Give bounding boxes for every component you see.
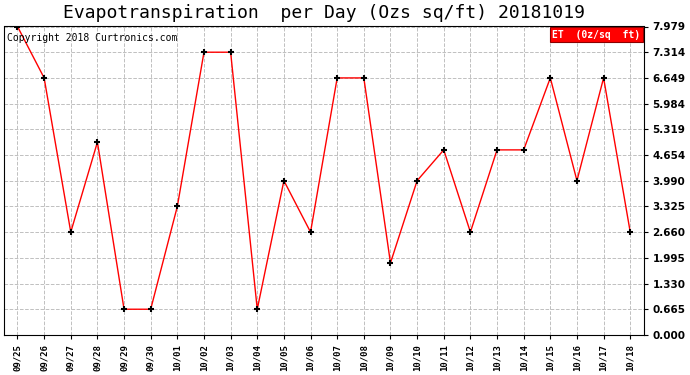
Text: Copyright 2018 Curtronics.com: Copyright 2018 Curtronics.com: [8, 33, 178, 43]
Title: Evapotranspiration  per Day (Ozs sq/ft) 20181019: Evapotranspiration per Day (Ozs sq/ft) 2…: [63, 4, 585, 22]
Text: ET  (0z/sq  ft): ET (0z/sq ft): [552, 30, 640, 40]
